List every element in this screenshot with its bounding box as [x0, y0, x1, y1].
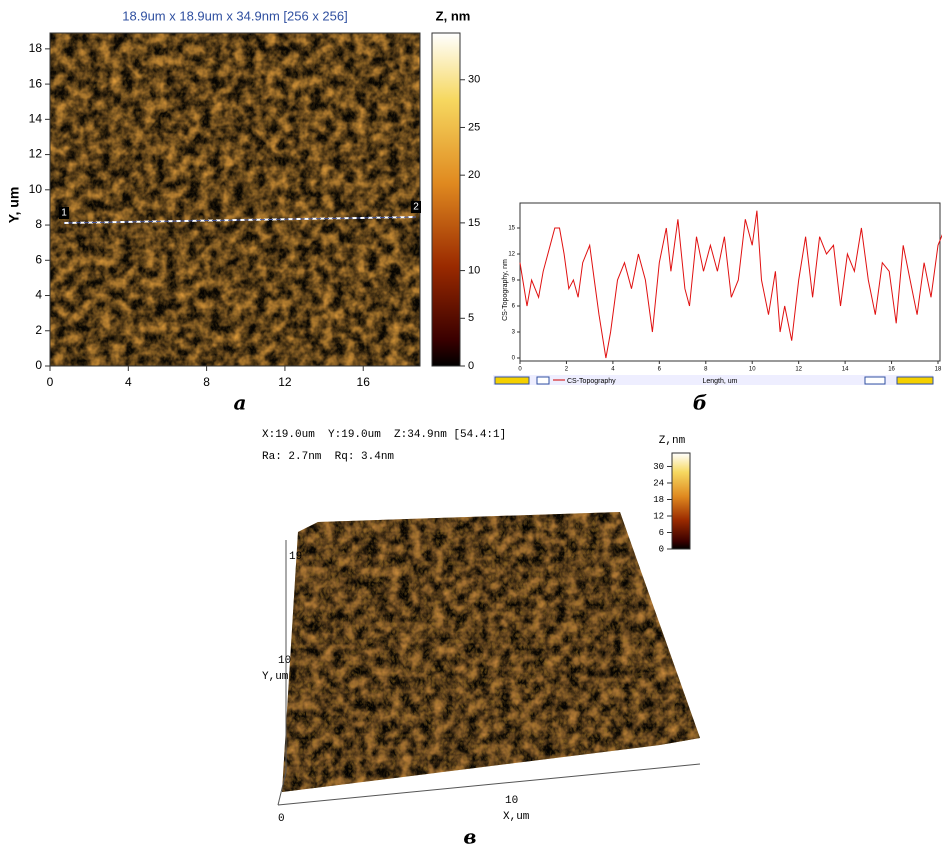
info-line: Ra: 2.7nm Rq: 3.4nm: [262, 451, 394, 463]
afm-image-detail: [50, 33, 420, 366]
toolbar: [493, 375, 933, 385]
y-tick-label: 6: [512, 304, 516, 310]
x-tick-label: 10: [505, 795, 518, 807]
colorbar-label: Z,nm: [659, 435, 686, 447]
y-tick-label: 10: [29, 182, 43, 196]
x-tick-label: 8: [704, 367, 708, 373]
y-tick-label: 19: [289, 551, 302, 563]
legend-label: CS-Topography: [567, 378, 616, 385]
y-tick-label: 10: [278, 655, 291, 667]
y-tick-label: 16: [29, 76, 43, 90]
y-tick-label: 12: [508, 252, 515, 258]
colorbar-tick-label: 30: [468, 74, 480, 86]
x-tick-label: 12: [278, 375, 292, 389]
y-tick-label: 14: [29, 112, 43, 126]
surface-shading: [282, 512, 700, 792]
section-line-inner: [63, 216, 417, 224]
panel-a-title: 18.9um x 18.9um x 34.9nm [256 x 256]: [122, 8, 347, 23]
x-tick-label: 0: [518, 367, 522, 373]
x-label: X,um: [503, 811, 530, 823]
nav-buttons[interactable]: [896, 376, 934, 385]
y-tick-label: 3: [512, 330, 516, 336]
x-axis: [277, 763, 701, 806]
nav-buttons[interactable]: [494, 376, 530, 385]
toggle-button[interactable]: [536, 376, 550, 385]
marker-box: [411, 201, 421, 213]
z-axis: [277, 771, 287, 806]
y-tick-label: 18: [29, 41, 43, 55]
y-tick-label: 9: [512, 278, 516, 284]
x-tick-label: 16: [888, 367, 895, 373]
y-tick-label: 2: [35, 323, 42, 337]
colorbar-tick-label: 10: [468, 264, 480, 276]
x-tick-label: 12: [795, 367, 802, 373]
colorbar-tick-label: 20: [468, 169, 480, 181]
y-tick-label: 4: [35, 288, 42, 302]
x-tick-label: 18: [935, 367, 942, 373]
panel-caption: а: [234, 391, 247, 415]
x-tick-label: 4: [611, 367, 615, 373]
y-tick-label: 15: [508, 226, 515, 232]
colorbar-tick-label: 18: [653, 495, 664, 505]
panel-caption: б: [693, 391, 707, 415]
marker-label: 2: [413, 202, 419, 213]
profile-line: [519, 210, 942, 359]
colorbar-tick-label: 24: [653, 478, 664, 488]
colorbar-tick-label: 15: [468, 217, 480, 229]
colorbar-tick-label: 0: [468, 360, 474, 372]
x-tick-label: 0: [278, 813, 285, 825]
colorbar-tick-label: 0: [659, 544, 664, 554]
x-tick-label: 16: [357, 375, 371, 389]
marker-box: [59, 207, 69, 219]
colorbar-tick-label: 5: [468, 312, 474, 324]
y-tick-label: 6: [35, 252, 42, 266]
panel-caption: в: [463, 825, 476, 848]
colorbar-label: Z, nm: [436, 8, 471, 23]
x-tick-label: 2: [565, 367, 569, 373]
x-tick-label: 6: [658, 367, 662, 373]
y-label: CS-Topography, nm: [502, 259, 509, 321]
zoom-button[interactable]: [864, 376, 886, 385]
colorbar-tick-label: 30: [653, 462, 664, 472]
colorbar-tick-label: 6: [659, 528, 664, 538]
colorbar: [671, 452, 691, 550]
colorbar-tick-label: 12: [653, 511, 664, 521]
x-tick-label: 10: [749, 367, 756, 373]
colorbar-tick-label: 25: [468, 121, 480, 133]
x-tick-label: 8: [203, 375, 210, 389]
colorbar: [431, 32, 461, 367]
marker-label: 1: [61, 208, 67, 219]
y-tick-label: 12: [29, 147, 43, 161]
y-tick-label: 0: [35, 358, 42, 372]
y-label: Y,um: [262, 671, 289, 683]
info-line: X:19.0um Y:19.0um Z:34.9nm [54.4:1]: [262, 429, 506, 441]
x-tick-label: 14: [842, 367, 849, 373]
y-label: Y, um: [6, 187, 22, 224]
image-frame: [49, 32, 421, 367]
y-tick-label: 0: [512, 356, 516, 362]
y-tick-label: 8: [35, 217, 42, 231]
x-label: Length, um: [702, 378, 737, 385]
x-tick-label: 0: [47, 375, 54, 389]
x-tick-label: 4: [125, 375, 132, 389]
